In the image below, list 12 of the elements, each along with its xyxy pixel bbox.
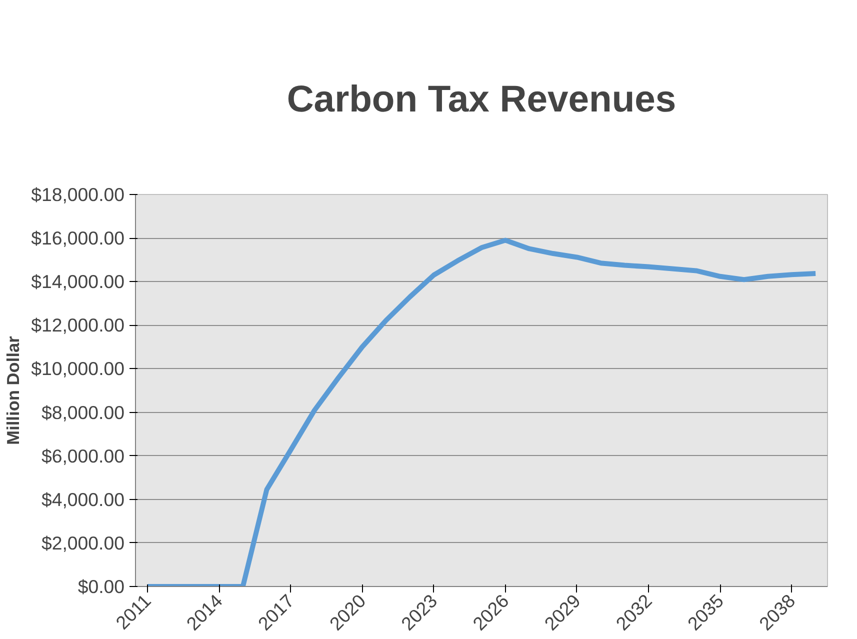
y-tick-label: $16,000.00	[31, 228, 125, 249]
y-tick-label: $8,000.00	[42, 402, 125, 423]
y-tick-label: $4,000.00	[42, 488, 125, 510]
y-tick-label: $10,000.00	[31, 358, 125, 380]
y-tick-label: $2,000.00	[42, 532, 125, 554]
y-tick-label: $14,000.00	[31, 271, 125, 292]
y-tick-label: $18,000.00	[31, 184, 125, 205]
y-tick-label: $6,000.00	[42, 445, 125, 466]
chart-title: Carbon Tax Revenues	[286, 78, 676, 120]
y-tick-label: $0.00	[78, 576, 124, 597]
y-tick-label: $12,000.00	[31, 314, 125, 336]
y-axis-title: Million Dollar	[3, 336, 24, 445]
